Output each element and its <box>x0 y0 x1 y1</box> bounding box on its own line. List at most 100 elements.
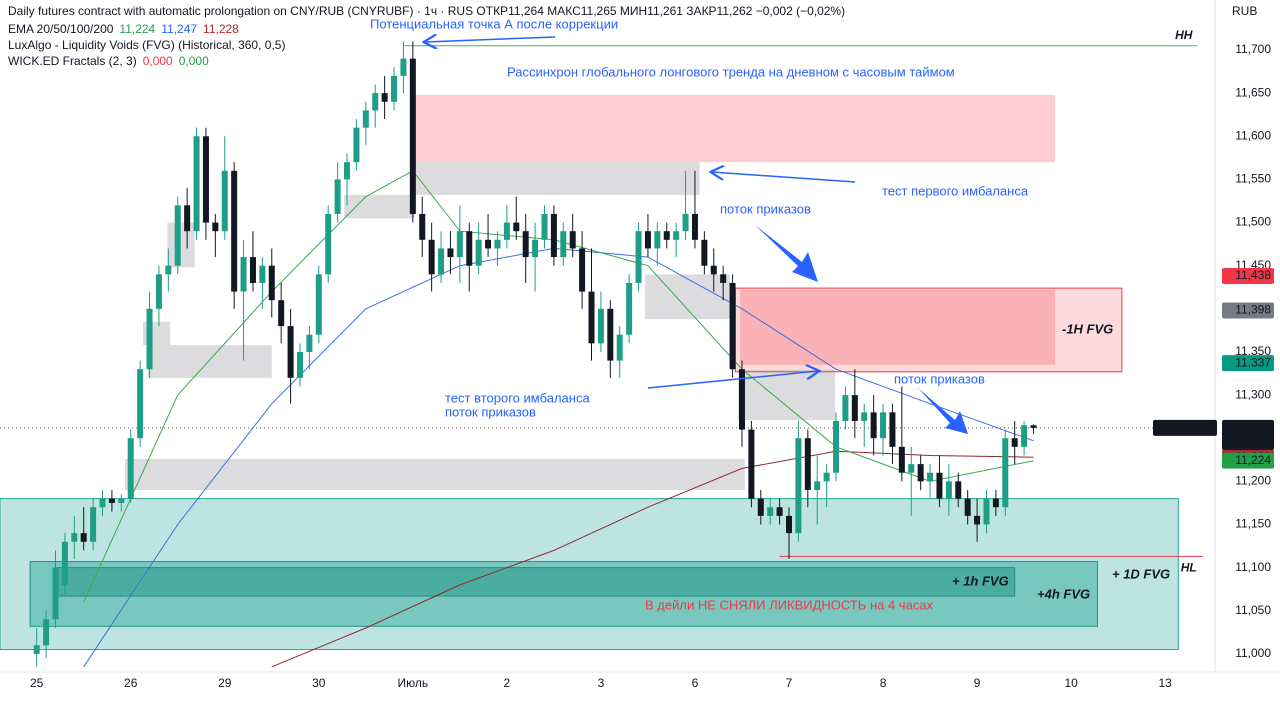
candle-body <box>259 265 266 283</box>
candle-body <box>400 58 407 76</box>
fvg-label: -1H FVG <box>1062 321 1113 336</box>
candle-body <box>880 412 887 439</box>
indicator-legend: WICK.ED Fractals (2, 3) 0,000 0,000 <box>8 54 209 68</box>
candle-body <box>33 645 40 654</box>
candle-body <box>249 257 256 283</box>
candle-body <box>513 222 520 232</box>
zone <box>125 458 745 490</box>
candle-body <box>485 239 492 249</box>
countdown: 50:18 <box>1233 434 1263 448</box>
price-badge-label: 11,398 <box>1235 303 1271 317</box>
annotation: Потенциальная точка А после коррекции <box>370 16 618 31</box>
candle-body <box>184 205 191 232</box>
candle-body <box>964 498 971 516</box>
candle-body <box>325 213 332 275</box>
candle-body <box>597 308 604 344</box>
candle-body <box>710 265 717 275</box>
y-tick-label: 11,000 <box>1235 646 1271 660</box>
candle-body <box>1011 438 1018 447</box>
candle-body <box>353 127 360 163</box>
candle-body <box>748 429 755 499</box>
candle-body <box>503 222 510 240</box>
indicator-legend: LuxAlgo - Liquidity Voids (FVG) (Histori… <box>8 38 285 52</box>
x-tick-label: Июль <box>398 676 429 690</box>
arrow <box>425 37 556 42</box>
arrow <box>755 225 818 282</box>
annotation: поток приказов <box>894 371 985 386</box>
x-tick-label: 8 <box>880 676 887 690</box>
candle-body <box>673 231 680 240</box>
candle-body <box>720 274 727 283</box>
candle-body <box>344 162 351 180</box>
candle-body <box>917 464 924 482</box>
candle-body <box>99 498 106 508</box>
zone <box>54 567 1016 597</box>
y-tick-label: 11,100 <box>1235 560 1271 574</box>
annotation: тест второго имбаланса <box>445 390 590 405</box>
annotation: В дейли НЕ СНЯЛИ ЛИКВИДНОСТЬ на 4 часах <box>645 597 934 612</box>
candle-body <box>221 170 228 232</box>
candle-body <box>729 282 736 370</box>
candle-body <box>108 498 115 503</box>
candle-body <box>231 170 238 292</box>
price-badge <box>1222 452 1274 469</box>
candle-body <box>90 507 97 542</box>
last-price-label: 11,262 <box>1235 420 1271 434</box>
candle-body <box>1021 425 1028 447</box>
candle-body <box>776 507 783 516</box>
candle-body <box>456 231 463 258</box>
candle-body <box>193 136 200 232</box>
candle-body <box>738 369 745 430</box>
candle-body <box>833 420 840 473</box>
zone <box>734 287 1123 373</box>
candle-body <box>409 58 416 214</box>
x-tick-label: 3 <box>598 676 605 690</box>
candle-body <box>494 239 501 249</box>
candle-body <box>945 481 952 499</box>
indicator-value: 11,247 <box>161 22 197 36</box>
candle-body <box>814 481 821 490</box>
x-tick-label: 2 <box>504 676 511 690</box>
zone <box>740 289 1056 365</box>
level-label: HL <box>1181 561 1197 575</box>
fvg-label: +4h FVG <box>1037 586 1090 601</box>
x-tick-label: 10 <box>1064 676 1078 690</box>
y-tick-label: 11,700 <box>1235 42 1271 56</box>
x-tick-label: 9 <box>974 676 981 690</box>
candle-body <box>61 541 68 585</box>
candle-body <box>607 308 614 361</box>
price-badge <box>1222 355 1274 372</box>
candle-body <box>992 498 999 508</box>
y-tick-label: 11,050 <box>1235 603 1271 617</box>
candle-body <box>569 231 576 249</box>
indicator-value: 11,224 <box>119 22 155 36</box>
y-tick-label: 11,650 <box>1235 85 1271 99</box>
candle-body <box>654 231 661 249</box>
candle-body <box>823 472 830 482</box>
zone <box>645 274 730 320</box>
x-tick-label: 7 <box>786 676 793 690</box>
zone <box>29 561 1098 627</box>
price-badge-label: 11,337 <box>1235 355 1271 369</box>
candle-body <box>861 412 868 421</box>
candle-body <box>898 446 905 473</box>
candle-body <box>372 93 379 111</box>
candle-body <box>466 231 473 266</box>
candle-body <box>43 619 50 646</box>
candle-body <box>278 300 285 327</box>
fvg-label: + 1h FVG <box>952 573 1009 588</box>
indicator-value: 11,228 <box>203 22 239 36</box>
arrow <box>647 371 818 389</box>
y-tick-label: 11,600 <box>1235 128 1271 142</box>
candle-body <box>522 231 529 258</box>
candle-body <box>315 274 322 335</box>
candle-body <box>1002 438 1009 508</box>
indicator-name: LuxAlgo - Liquidity Voids (FVG) (Histori… <box>8 38 285 52</box>
candle-body <box>268 265 275 301</box>
y-tick-label: 11,200 <box>1235 474 1271 488</box>
candle-body <box>428 239 435 275</box>
indicator-name: EMA 20/50/100/200 <box>8 22 114 36</box>
candle-body <box>983 498 990 525</box>
symbol-badge <box>1153 419 1217 436</box>
